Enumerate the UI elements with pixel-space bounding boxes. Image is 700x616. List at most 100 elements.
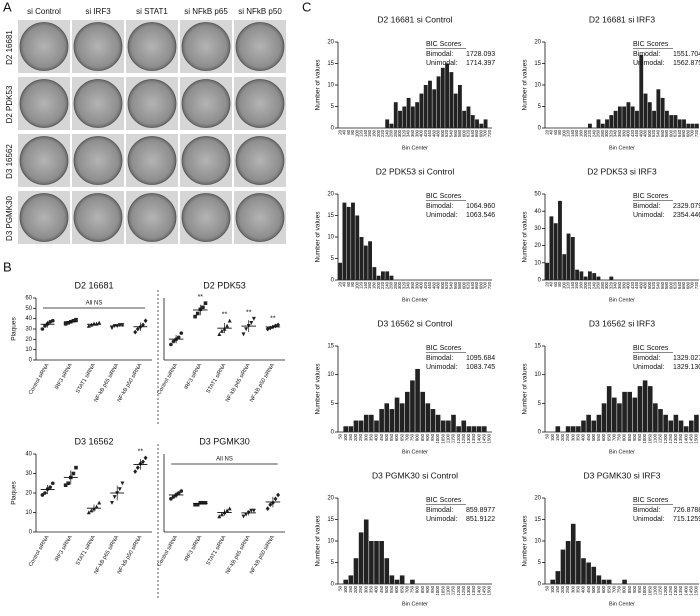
- bic-value: 1562.875: [673, 60, 700, 67]
- bar: [384, 403, 390, 432]
- x-tick-label: 950: [430, 433, 435, 441]
- y-tick-label: 40: [25, 316, 32, 322]
- x-tick-label: 660: [474, 129, 479, 137]
- y-tick-label: 50: [25, 306, 32, 312]
- x-tick-label: Control siRNA: [156, 534, 179, 567]
- bar: [581, 420, 586, 432]
- y-tick-label: 15: [534, 344, 541, 350]
- bar: [479, 123, 484, 128]
- x-tick-label: 20: [544, 281, 549, 286]
- bar: [683, 426, 689, 432]
- dot: [71, 318, 76, 323]
- bic-title: BIC Scores: [426, 345, 462, 352]
- dot: [273, 496, 278, 502]
- x-tick-label: 450: [586, 433, 591, 441]
- dot: [241, 514, 246, 519]
- dot: [74, 317, 78, 322]
- x-tick-label: 700: [690, 281, 695, 289]
- x-tick-label: 1000: [435, 433, 440, 443]
- x-tick-label: 520: [444, 129, 449, 137]
- chart-title: D2 16681 si IRF3: [589, 14, 655, 24]
- x-tick-label: 160: [367, 281, 372, 289]
- bar: [369, 414, 374, 432]
- dot: [117, 323, 122, 328]
- x-tick-label: 50: [545, 585, 550, 590]
- x-tick-label: 650: [399, 433, 404, 441]
- x-tick-label: 1450: [688, 585, 693, 595]
- dot: [120, 323, 125, 328]
- x-tick-label: 1100: [653, 433, 658, 443]
- bic-title: BIC Scores: [633, 193, 669, 200]
- bar: [622, 391, 627, 432]
- x-tick-label: 560: [453, 281, 458, 289]
- x-tick-label: 100: [354, 281, 359, 289]
- x-tick-label: 600: [668, 129, 673, 137]
- x-tick-label: 300: [397, 281, 402, 289]
- bar: [605, 119, 609, 128]
- x-tick-label: 500: [591, 585, 596, 593]
- well: [235, 136, 285, 185]
- bar: [483, 119, 488, 128]
- bar: [622, 579, 627, 584]
- x-tick-label: 1150: [451, 585, 456, 595]
- bar: [560, 549, 566, 584]
- bar: [600, 123, 605, 128]
- dot: [141, 322, 145, 328]
- x-tick-label: 1250: [461, 585, 466, 595]
- x-tick-label: 520: [444, 281, 449, 289]
- x-tick-label: 700: [483, 281, 488, 289]
- bar: [686, 123, 691, 128]
- x-tick-label: 750: [410, 433, 415, 441]
- bar: [481, 426, 487, 432]
- bar: [652, 110, 657, 128]
- y-tick-label: 15: [327, 213, 334, 219]
- bar: [555, 571, 561, 584]
- x-tick-label: 140: [363, 281, 368, 289]
- x-tick-label: IRF3 siRNA: [184, 362, 204, 390]
- well: [19, 22, 69, 71]
- x-tick-label: 640: [677, 281, 682, 289]
- x-tick-label: 100: [561, 281, 566, 289]
- x-tick-label: 440: [427, 281, 432, 289]
- x-tick-label: 1050: [647, 585, 652, 595]
- bar: [550, 579, 556, 584]
- x-tick-label: 520: [651, 281, 656, 289]
- x-tick-label: 800: [622, 433, 627, 441]
- x-tick-label: 1100: [653, 585, 658, 595]
- bar: [565, 541, 571, 584]
- bic-value: 2329.079: [673, 203, 700, 210]
- y-tick-label: 0: [331, 278, 335, 284]
- x-tick-label: 1350: [471, 585, 476, 595]
- well: [181, 22, 231, 71]
- dot: [169, 342, 173, 347]
- bar: [432, 89, 437, 128]
- y-axis-label: Number of values: [522, 59, 529, 111]
- well: [127, 22, 177, 71]
- bic-value: 1083.745: [466, 364, 495, 371]
- dot: [51, 318, 55, 323]
- y-tick-label: 15: [327, 344, 334, 350]
- bar: [694, 414, 699, 432]
- x-tick-label: 1450: [481, 433, 486, 443]
- bar: [664, 110, 669, 128]
- x-tick-label: 720: [487, 129, 492, 137]
- x-tick-label: 80: [350, 281, 355, 286]
- x-tick-label: 1250: [668, 433, 673, 443]
- bic-title: BIC Scores: [426, 41, 462, 48]
- column-label: si Control: [27, 7, 61, 16]
- dot: [110, 500, 114, 505]
- x-tick-label: 1250: [668, 585, 673, 595]
- bar: [446, 420, 451, 432]
- bar: [592, 273, 597, 280]
- x-tick-label: 1400: [476, 585, 481, 595]
- x-tick-label: 440: [634, 281, 639, 289]
- x-tick-label: 380: [621, 129, 626, 137]
- chart-title: D3 PGMK30: [199, 436, 250, 446]
- x-tick-label: 240: [384, 129, 389, 137]
- x-tick-label: 1500: [487, 433, 492, 443]
- bar: [642, 380, 648, 432]
- x-tick-label: 400: [581, 433, 586, 441]
- x-tick-label: Control siRNA: [28, 362, 51, 395]
- x-tick-label: 280: [600, 281, 605, 289]
- bic-title: BIC Scores: [426, 497, 462, 504]
